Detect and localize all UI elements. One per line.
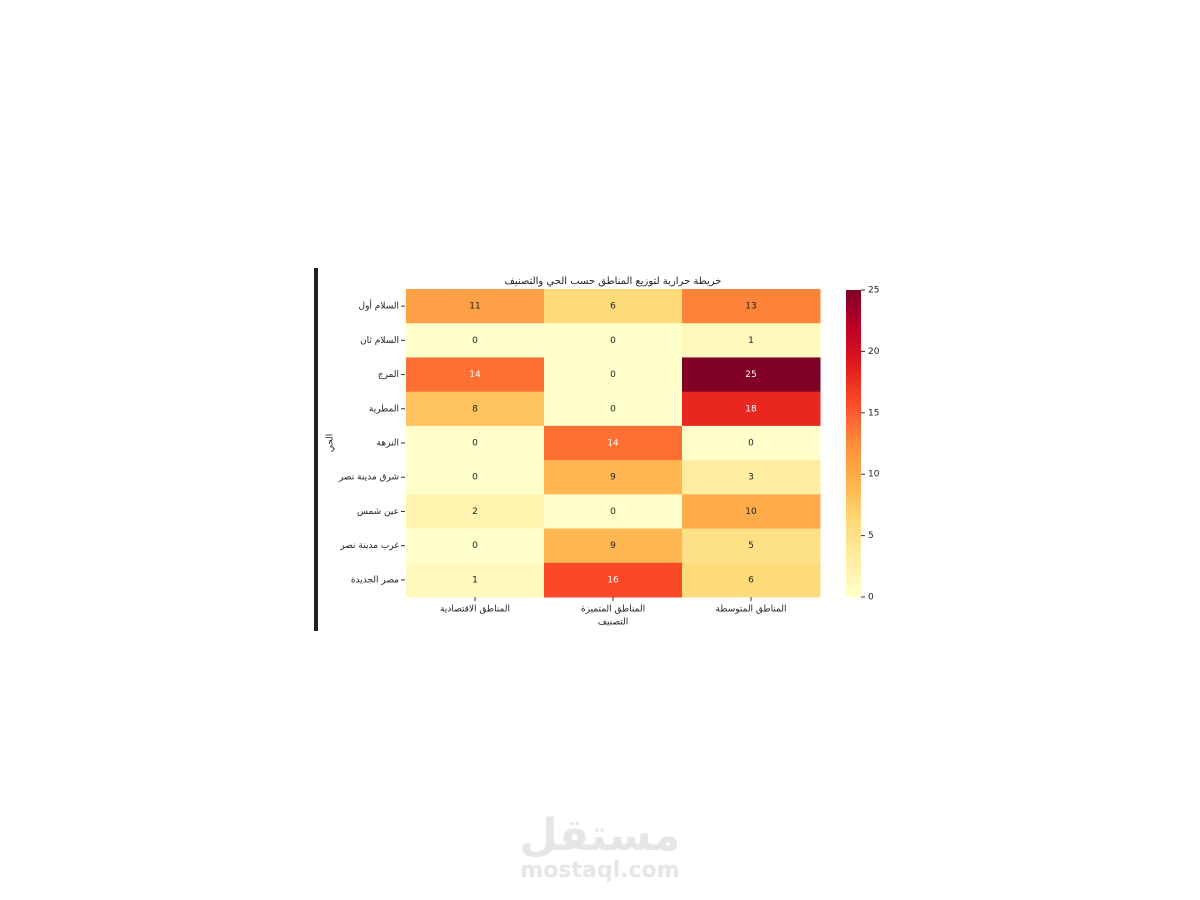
heat-cell <box>682 289 821 324</box>
colorbar-tick-label: 5 <box>868 531 874 541</box>
heat-cell <box>406 460 545 495</box>
cell-label: 16 <box>607 575 619 585</box>
heat-cell <box>544 562 683 598</box>
colorbar-tick-label: 0 <box>868 593 874 603</box>
heat-cell <box>544 323 683 358</box>
y-axis-label: الحي <box>326 434 336 453</box>
cell-label: 11 <box>469 302 480 312</box>
cell-label: 6 <box>748 575 754 585</box>
heat-cell <box>682 391 821 427</box>
heat-cell <box>406 494 545 530</box>
heat-cell <box>544 391 683 427</box>
heat-cell <box>406 562 545 598</box>
watermark-site: mostaql.com <box>520 858 679 883</box>
cell-label: 0 <box>472 439 478 449</box>
heat-cell <box>544 425 683 461</box>
cell-label: 9 <box>610 541 616 551</box>
watermark-logo: مستقل <box>520 810 681 861</box>
heat-cell <box>682 357 821 393</box>
cell-label: 25 <box>745 370 756 380</box>
cell-label: 10 <box>745 507 757 517</box>
cell-label: 9 <box>610 473 616 483</box>
y-tick-label: المطرية <box>369 404 399 414</box>
heat-cell <box>406 528 545 564</box>
x-tick-label: المناطق الاقتصادية <box>440 605 510 615</box>
colorbar-tick-label: 10 <box>868 470 880 480</box>
colorbar-tick-label: 25 <box>868 286 879 296</box>
heat-cell <box>682 460 821 495</box>
colorbar-tick-label: 20 <box>868 347 880 357</box>
cell-label: 0 <box>610 370 616 380</box>
side-bar <box>314 268 318 631</box>
x-tick-label: المناطق المتوسطة <box>716 605 787 615</box>
cell-label: 14 <box>469 370 481 380</box>
colorbar-tick-label: 15 <box>868 408 879 418</box>
cell-label: 0 <box>610 404 616 414</box>
cell-label: 14 <box>607 439 619 449</box>
heat-cell <box>406 357 545 393</box>
heat-cell <box>406 289 545 324</box>
heat-cell <box>544 494 683 530</box>
heat-cell <box>682 425 821 461</box>
x-tick-label: المناطق المتميزة <box>581 605 645 615</box>
cell-label: 2 <box>472 507 478 517</box>
heat-cell <box>682 494 821 530</box>
colorbar <box>846 290 861 597</box>
cell-label: 5 <box>748 541 754 551</box>
cell-label: 0 <box>610 507 616 517</box>
y-tick-label: عين شمس <box>357 507 399 517</box>
x-axis-label: التصنيف <box>598 618 629 628</box>
cell-label: 6 <box>610 302 616 312</box>
heat-cell <box>544 460 683 495</box>
cell-label: 13 <box>745 302 756 312</box>
cell-label: 18 <box>745 404 757 414</box>
heat-cell <box>406 391 545 427</box>
cell-label: 0 <box>472 336 478 346</box>
cell-label: 0 <box>748 439 754 449</box>
heat-cell <box>544 528 683 564</box>
cell-label: 0 <box>610 336 616 346</box>
cell-label: 0 <box>472 473 478 483</box>
y-tick-label: غرب مدينة نصر <box>339 541 399 551</box>
y-tick-label: المرج <box>378 370 399 380</box>
heat-cell <box>682 562 821 598</box>
y-tick-label: النزهة <box>377 439 400 449</box>
cell-label: 8 <box>472 404 478 414</box>
y-tick-label: السلام أول <box>359 300 399 312</box>
heat-cell <box>406 323 545 358</box>
chart-title: خريطة حرارية لتوزيع المناطق حسب الحي وال… <box>505 276 722 287</box>
y-tick-label: شرق مدينة نصر <box>338 473 399 483</box>
heat-cell <box>682 528 821 564</box>
cell-label: 3 <box>748 473 754 483</box>
cell-label: 1 <box>472 575 478 585</box>
y-tick-label: السلام ثان <box>360 336 399 346</box>
heat-cell <box>544 289 683 324</box>
heat-cell <box>406 425 545 461</box>
heat-cell <box>682 323 821 358</box>
cell-label: 1 <box>748 336 754 346</box>
heat-cell <box>544 357 683 393</box>
cell-label: 0 <box>472 541 478 551</box>
y-tick-label: مصر الجديدة <box>351 575 399 585</box>
